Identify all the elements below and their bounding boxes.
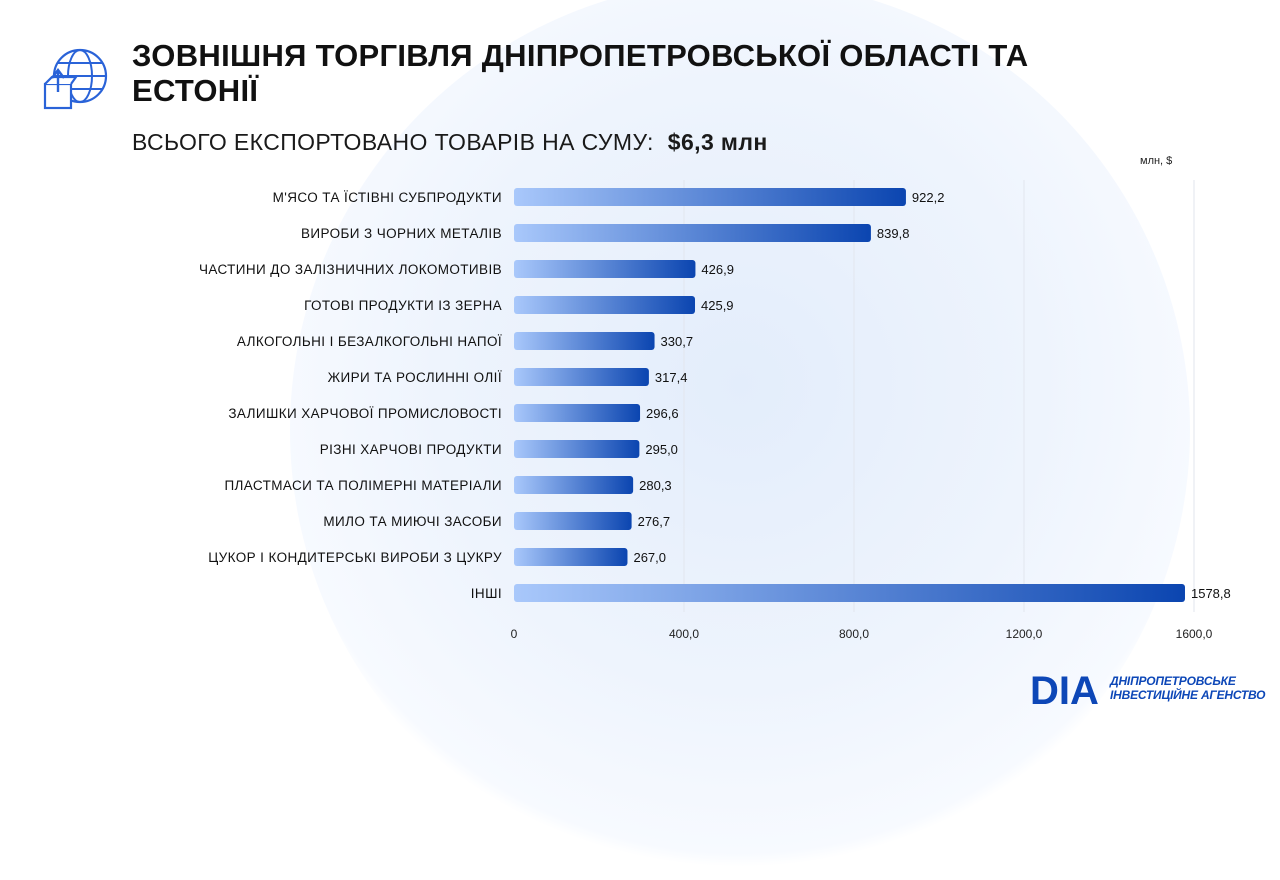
bar [514, 512, 632, 530]
page-title: ЗОВНІШНЯ ТОРГІВЛЯ ДНІПРОПЕТРОВСЬКОЇ ОБЛА… [132, 38, 1029, 108]
export-total-subtitle: ВСЬОГО ЕКСПОРТОВАНО ТОВАРІВ НА СУМУ: $6,3… [132, 128, 768, 156]
bar [514, 476, 634, 494]
category-label: ГОТОВІ ПРОДУКТИ ІЗ ЗЕРНА [304, 298, 502, 313]
bar [514, 296, 696, 314]
x-tick-label: 1600,0 [1176, 627, 1213, 641]
category-label: ВИРОБИ З ЧОРНИХ МЕТАЛІВ [301, 226, 502, 241]
logo-line-1: ДНІПРОПЕТРОВСЬКЕ [1110, 674, 1236, 688]
x-tick-label: 1200,0 [1006, 627, 1043, 641]
globe-export-box-icon [43, 48, 108, 110]
bar [514, 548, 628, 566]
unit-label: млн, $ [1140, 155, 1173, 167]
category-label: ЖИРИ ТА РОСЛИННІ ОЛІЇ [328, 370, 502, 385]
bar [514, 368, 649, 386]
data-label: 296,6 [646, 406, 679, 421]
x-tick-label: 800,0 [839, 627, 869, 641]
data-label: 267,0 [633, 550, 666, 565]
bar [514, 584, 1185, 602]
agency-logo: DIA ДНІПРОПЕТРОВСЬКЕ ІНВЕСТИЦІЙНЕ АГЕНСТ… [1030, 668, 1266, 708]
data-label: 839,8 [877, 226, 910, 241]
data-label: 425,9 [701, 298, 734, 313]
subtitle-prefix: ВСЬОГО ЕКСПОРТОВАНО ТОВАРІВ НА СУМУ: [132, 129, 654, 155]
category-label: ІНШІ [471, 586, 502, 601]
logo-line-2: ІНВЕСТИЦІЙНЕ АГЕНСТВО [1110, 688, 1266, 702]
category-label: М'ЯСО ТА ЇСТІВНІ СУБПРОДУКТИ [273, 190, 502, 205]
bar [514, 260, 696, 278]
bar [514, 404, 641, 422]
data-label: 280,3 [639, 478, 672, 493]
bar [514, 188, 906, 206]
category-label: ПЛАСТМАСИ ТА ПОЛІМЕРНІ МАТЕРІАЛИ [224, 478, 502, 493]
data-label: 1578,8 [1191, 586, 1231, 601]
x-tick-label: 400,0 [669, 627, 699, 641]
bar [514, 224, 871, 242]
data-label: 426,9 [701, 262, 734, 277]
data-label: 295,0 [645, 442, 678, 457]
category-label: ЧАСТИНИ ДО ЗАЛІЗНИЧНИХ ЛОКОМОТИВІВ [199, 262, 502, 277]
x-tick-label: 0 [511, 627, 518, 641]
data-label: 330,7 [661, 334, 694, 349]
category-label: АЛКОГОЛЬНІ І БЕЗАЛКОГОЛЬНІ НАПОЇ [237, 334, 502, 349]
export-total-value: $6,3 млн [667, 129, 768, 155]
data-label: 922,2 [912, 190, 945, 205]
logo-mark-text: DIA [1030, 669, 1099, 708]
category-label: ЦУКОР І КОНДИТЕРСЬКІ ВИРОБИ З ЦУКРУ [208, 550, 502, 565]
category-label: МИЛО ТА МИЮЧІ ЗАСОБИ [323, 514, 502, 529]
bar [514, 440, 640, 458]
bar [514, 332, 655, 350]
bar-chart: 0 400,0 800,0 1200,0 1600,0 М'ЯСО ТА ЇСТІВНІ … [199, 180, 1231, 641]
category-label: ЗАЛИШКИ ХАРЧОВОЇ ПРОМИСЛОВОСТІ [228, 406, 502, 421]
category-label: РІЗНІ ХАРЧОВІ ПРОДУКТИ [320, 442, 502, 457]
data-label: 276,7 [638, 514, 671, 529]
dia-logo-mark: DIA [1030, 669, 1099, 708]
data-label: 317,4 [655, 370, 688, 385]
